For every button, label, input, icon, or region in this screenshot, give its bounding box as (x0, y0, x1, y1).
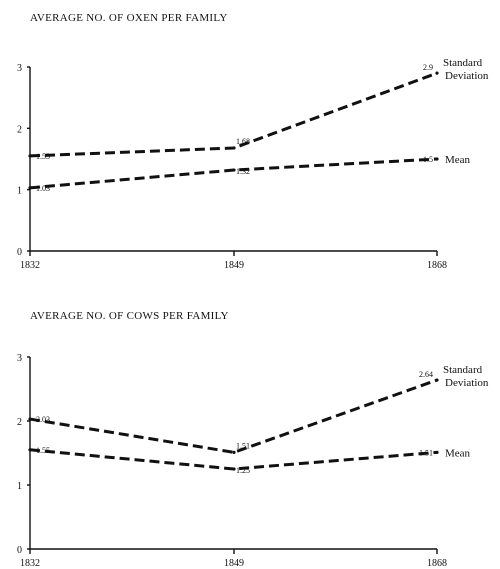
y-tick-label: 2 (17, 417, 22, 428)
data-point (435, 378, 439, 382)
series-name-line: Deviation (445, 377, 489, 389)
y-tick-label: 0 (17, 545, 22, 556)
data-point (28, 186, 32, 190)
data-point (435, 157, 439, 161)
data-label: 2.64 (419, 370, 433, 379)
x-tick-label: 1849 (224, 260, 244, 271)
data-label: 1.51 (236, 441, 250, 450)
y-tick-label: 3 (17, 63, 22, 74)
data-label: 1.55 (36, 152, 50, 161)
data-point (28, 154, 32, 158)
chart-title: AVERAGE NO. OF OXEN PER FAMILY (30, 12, 228, 24)
data-label: 1.55 (36, 446, 50, 455)
chart-title: AVERAGE NO. OF COWS PER FAMILY (30, 310, 229, 322)
oxen-chart: AVERAGE NO. OF OXEN PER FAMILY 0 1 2 3 1832 1… (17, 12, 489, 271)
data-point (232, 467, 236, 471)
series-line (29, 71, 438, 158)
series-name-line: Standard (443, 364, 483, 376)
data-point (435, 450, 439, 454)
data-point (232, 146, 236, 150)
x-tick-label: 1832 (20, 260, 40, 271)
x-tick-label: 1849 (224, 558, 244, 569)
data-label: 1.25 (236, 466, 250, 475)
series-name: Mean (445, 154, 471, 166)
series-name-line: Deviation (445, 70, 489, 82)
data-point (232, 450, 236, 454)
series-name: Mean (445, 447, 471, 459)
data-point (28, 417, 32, 421)
x-tick-label: 1868 (427, 558, 447, 569)
data-label: 1.32 (236, 167, 250, 176)
data-label: 2.9 (423, 63, 433, 72)
y-tick-label: 1 (17, 186, 22, 197)
y-tick-label: 3 (17, 353, 22, 364)
data-point (435, 71, 439, 75)
data-point (232, 168, 236, 172)
y-tick-label: 2 (17, 124, 22, 135)
data-label: 1.51 (419, 448, 433, 457)
data-point (28, 448, 32, 452)
x-tick-label: 1868 (427, 260, 447, 271)
x-tick-label: 1832 (20, 558, 40, 569)
y-tick-label: 0 (17, 247, 22, 258)
series-name-line: Standard (443, 57, 483, 69)
cows-chart: AVERAGE NO. OF COWS PER FAMILY 0 1 2 3 1832 1… (17, 310, 489, 569)
data-label: 1.5 (423, 155, 433, 164)
series-line (29, 157, 438, 190)
data-label: 2.03 (36, 415, 50, 424)
data-label: 1.03 (36, 184, 50, 193)
series-line (29, 378, 438, 454)
y-tick-label: 1 (17, 481, 22, 492)
data-label: 1.68 (236, 137, 250, 146)
